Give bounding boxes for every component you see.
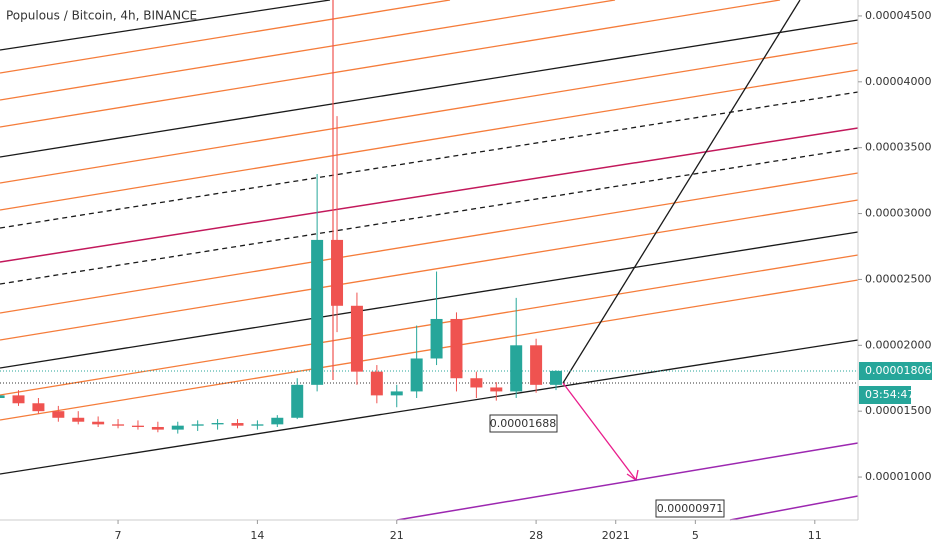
- candle-body: [251, 424, 264, 426]
- x-tick-label: 14: [250, 529, 264, 542]
- y-tick-label: 0.00004000: [865, 75, 931, 88]
- x-tick-label: 5: [692, 529, 699, 542]
- candle-body: [72, 417, 85, 422]
- chart-title: Populous / Bitcoin, 4h, BINANCE: [6, 9, 197, 23]
- candle-body: [370, 371, 383, 396]
- y-tick-label: 0.00001000: [865, 470, 931, 483]
- x-tick-label: 28: [529, 529, 543, 542]
- candle-body: [271, 417, 284, 425]
- price-box: [859, 362, 932, 380]
- plot: [0, 116, 563, 434]
- y-tick-label: 0.00003500: [865, 141, 931, 154]
- y-tick-label: 0.00003000: [865, 207, 931, 220]
- y-tick-label: 0.00004500: [865, 9, 931, 22]
- candle-body: [430, 318, 443, 359]
- candle-body: [32, 403, 45, 412]
- candle-body: [12, 395, 25, 404]
- candle-body: [151, 426, 164, 430]
- candle-body: [311, 239, 324, 385]
- y-tick-label: 0.00001500: [865, 404, 931, 417]
- y-tick-label: 0.00002000: [865, 338, 931, 351]
- candle-body: [550, 370, 563, 385]
- x-tick-label: 21: [390, 529, 404, 542]
- annotation: 0.00001688: [490, 417, 556, 430]
- countdown-box: [859, 386, 911, 404]
- candle-body: [231, 423, 244, 426]
- x-tick-label: 11: [808, 529, 822, 542]
- candle-body: [0, 395, 5, 399]
- price-label: 0.00001806: [865, 364, 931, 377]
- candle-body: [450, 318, 463, 379]
- annotation-box: [655, 499, 725, 518]
- candle-body: [350, 305, 363, 372]
- candle-body: [131, 425, 144, 427]
- x-tick-label: 2021: [602, 529, 630, 542]
- candle-body: [112, 424, 125, 426]
- candle-body: [52, 411, 65, 418]
- candle-body: [470, 378, 483, 388]
- candle-body: [410, 358, 423, 392]
- candle-body: [191, 424, 204, 426]
- candle-body: [390, 391, 403, 396]
- candle-body: [171, 425, 184, 430]
- annotation: 0.00000971: [657, 502, 723, 515]
- annotation-box: [489, 414, 558, 433]
- candle-body: [510, 345, 523, 392]
- candle-body: [331, 239, 344, 306]
- candle-body: [211, 423, 224, 425]
- candle-body: [92, 421, 105, 425]
- drawings: [0, 0, 859, 521]
- y-tick-label: 0.00002500: [865, 272, 931, 285]
- candle-body: [530, 345, 543, 385]
- countdown: 03:54:47: [865, 388, 914, 401]
- candle-body: [291, 384, 304, 418]
- x-tick-label: 7: [115, 529, 122, 542]
- candle-body: [490, 387, 503, 392]
